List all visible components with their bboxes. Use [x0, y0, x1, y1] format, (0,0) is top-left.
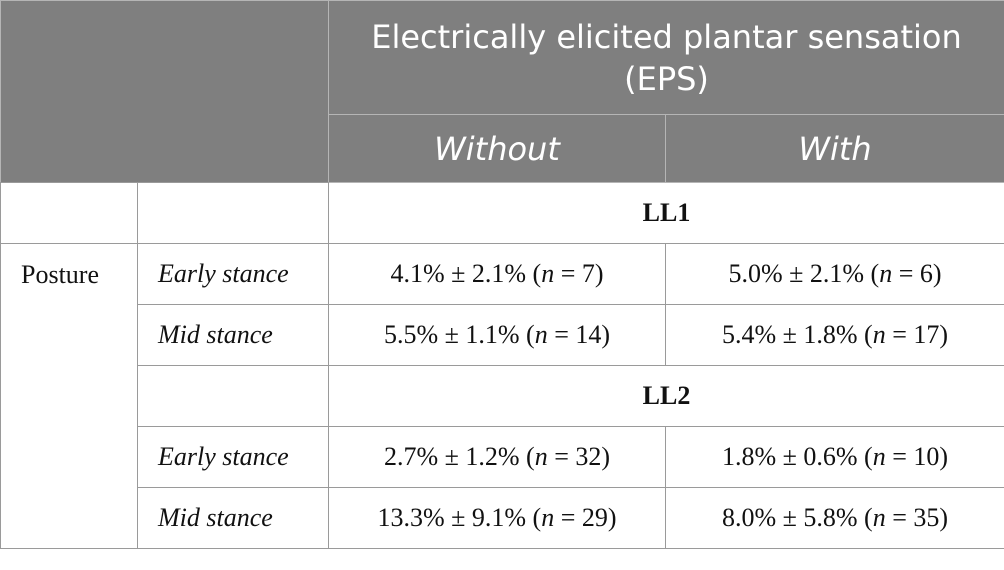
group-row: LL2 [1, 365, 1004, 427]
row-label: Mid stance [137, 487, 329, 549]
row-group-label: Posture [0, 243, 138, 549]
row-label: Mid stance [137, 304, 329, 366]
value-cell: 2.7% ± 1.2% (n = 32) [328, 426, 666, 488]
value-text: n [872, 442, 886, 471]
data-row: Early stance 2.7% ± 1.2% (n = 32) 1.8% ± 0… [1, 426, 1004, 488]
value-cell: 5.0% ± 2.1% (n = 6) [664, 243, 1004, 305]
row-label: Early stance [137, 243, 329, 305]
value-text: 2.7% ± 1.2% ( [383, 442, 535, 471]
blank-cell [137, 365, 329, 427]
value-text: = 7) [554, 259, 604, 288]
value-text: = 32) [547, 442, 611, 471]
header-blank [0, 0, 329, 183]
value-text: 5.0% ± 2.1% ( [728, 259, 880, 288]
value-text: 8.0% ± 5.8% ( [721, 503, 873, 532]
value-text: = 14) [547, 320, 611, 349]
group-label: LL1 [327, 182, 1004, 244]
value-cell: 1.8% ± 0.6% (n = 10) [664, 426, 1004, 488]
blank-cell [137, 182, 329, 244]
value-cell: 13.3% ± 9.1% (n = 29) [328, 487, 666, 549]
value-text: = 35) [885, 503, 949, 532]
header-title: Electrically elicited plantar sensation … [327, 0, 1004, 115]
value-text: n [541, 503, 555, 532]
group-row: LL1 [0, 182, 1004, 244]
value-text: 5.5% ± 1.1% ( [383, 320, 535, 349]
data-row: Mid stance 13.3% ± 9.1% (n = 29) 8.0% ± 5.… [1, 487, 1004, 549]
row-label: Early stance [137, 426, 329, 488]
value-cell: 5.4% ± 1.8% (n = 17) [664, 304, 1004, 366]
blank-cell [0, 182, 138, 244]
data-row: Posture Early stance 4.1% ± 2.1% (n = 7) 5.… [0, 243, 1004, 549]
value-text: = 29) [554, 503, 617, 532]
value-text: 5.4% ± 1.8% ( [721, 320, 873, 349]
value-text: n [534, 442, 548, 471]
data-row: Mid stance 5.5% ± 1.1% (n = 14) 5.4% ± 1.8… [1, 304, 1004, 366]
data-table: Electrically elicited plantar sensation … [0, 0, 1004, 549]
table-body: LL1 Posture Early stance 4.1% ± 2.1% (n = 7… [0, 182, 1004, 549]
value-text: = 6) [892, 259, 942, 288]
value-cell: 4.1% ± 2.1% (n = 7) [328, 243, 666, 305]
value-text: n [534, 320, 548, 349]
column-header: Without [328, 114, 666, 183]
column-header: With [664, 114, 1004, 183]
value-cell: 8.0% ± 5.8% (n = 35) [664, 487, 1004, 549]
value-text: n [872, 320, 886, 349]
group-label: LL2 [327, 365, 1004, 427]
value-text: n [541, 259, 555, 288]
value-text: n [872, 503, 886, 532]
value-text: = 10) [885, 442, 949, 471]
value-text: 1.8% ± 0.6% ( [721, 442, 873, 471]
value-text: = 17) [885, 320, 949, 349]
value-text: 4.1% ± 2.1% ( [390, 259, 542, 288]
value-text: 13.3% ± 9.1% ( [377, 503, 542, 532]
value-text: n [879, 259, 893, 288]
value-cell: 5.5% ± 1.1% (n = 14) [328, 304, 666, 366]
